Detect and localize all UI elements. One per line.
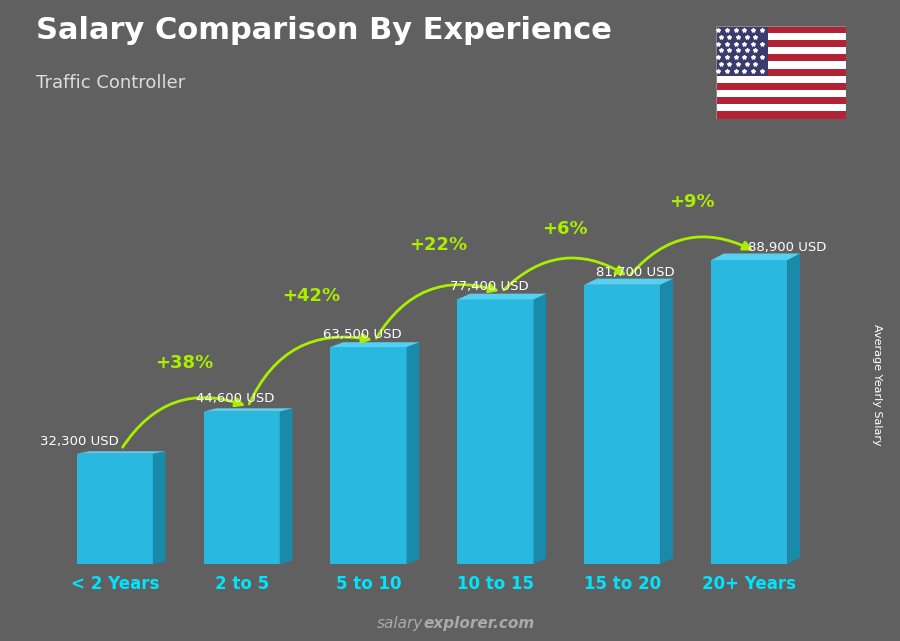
Text: 32,300 USD: 32,300 USD	[40, 435, 119, 447]
Text: 88,900 USD: 88,900 USD	[748, 241, 826, 254]
Text: salary: salary	[377, 617, 423, 631]
Bar	[716, 76, 846, 83]
Text: +38%: +38%	[156, 354, 213, 372]
Text: explorer.com: explorer.com	[423, 617, 535, 631]
Polygon shape	[153, 451, 166, 564]
Polygon shape	[407, 342, 419, 564]
Bar	[716, 33, 846, 40]
FancyBboxPatch shape	[711, 260, 788, 564]
Bar	[716, 26, 846, 33]
Polygon shape	[203, 408, 292, 412]
Polygon shape	[330, 342, 419, 347]
FancyBboxPatch shape	[457, 299, 534, 564]
FancyBboxPatch shape	[203, 412, 280, 564]
Polygon shape	[584, 279, 673, 285]
FancyBboxPatch shape	[584, 285, 661, 564]
Bar	[716, 54, 846, 62]
Bar	[716, 112, 846, 119]
Bar	[716, 26, 768, 76]
Bar	[716, 47, 846, 54]
Polygon shape	[661, 279, 673, 564]
Text: 44,600 USD: 44,600 USD	[196, 392, 274, 406]
Text: Average Yearly Salary: Average Yearly Salary	[872, 324, 883, 445]
FancyBboxPatch shape	[76, 454, 153, 564]
Bar	[716, 83, 846, 90]
Bar	[716, 69, 846, 76]
Text: +22%: +22%	[410, 237, 467, 254]
Text: 81,700 USD: 81,700 USD	[596, 265, 674, 279]
Polygon shape	[76, 451, 166, 454]
Bar	[716, 97, 846, 104]
Bar	[716, 90, 846, 97]
Polygon shape	[457, 294, 546, 299]
Polygon shape	[534, 294, 546, 564]
Text: +6%: +6%	[543, 220, 588, 238]
Bar	[716, 104, 846, 112]
Polygon shape	[788, 253, 800, 564]
Text: Salary Comparison By Experience: Salary Comparison By Experience	[36, 16, 612, 45]
Text: +42%: +42%	[283, 287, 340, 304]
Bar	[716, 40, 846, 47]
Text: 77,400 USD: 77,400 USD	[450, 280, 528, 294]
Text: 63,500 USD: 63,500 USD	[323, 328, 401, 341]
FancyBboxPatch shape	[330, 347, 407, 564]
Text: +9%: +9%	[670, 193, 715, 211]
Polygon shape	[711, 253, 800, 260]
Bar	[716, 62, 846, 69]
Polygon shape	[280, 408, 292, 564]
Text: Traffic Controller: Traffic Controller	[36, 74, 185, 92]
